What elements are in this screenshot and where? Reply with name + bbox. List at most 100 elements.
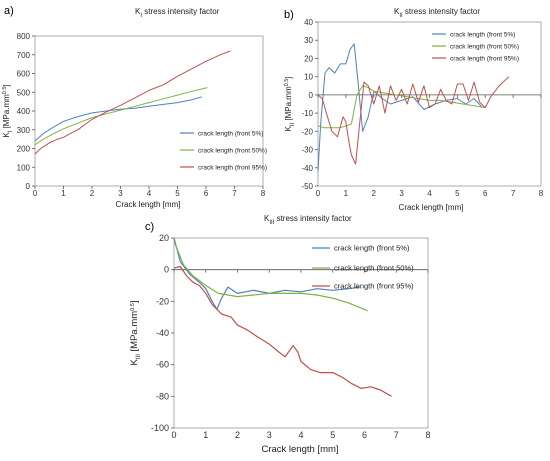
y-label-superscript: 0.5 xyxy=(2,87,8,95)
x-tick-label: 8 xyxy=(539,189,544,198)
title-rest: stress intensity factor xyxy=(274,214,352,223)
chart-title: KII stress intensity factor xyxy=(394,7,480,19)
x-tick-label: 2 xyxy=(372,189,377,198)
legend-entry: crack length (front 95%) xyxy=(334,282,414,291)
y-tick-label: 40 xyxy=(304,18,313,27)
plot-border xyxy=(317,21,542,187)
x-tick-label: 6 xyxy=(204,189,209,198)
x-tick-label: 8 xyxy=(425,430,430,440)
legend-entry: crack length (front 5%) xyxy=(198,131,263,138)
title-subscript: II xyxy=(399,13,403,19)
y-label-subscript: I xyxy=(8,130,14,132)
y-tick-label: -10 xyxy=(301,109,313,118)
x-tick-label: 7 xyxy=(394,430,399,440)
legend: crack length (front 5%) crack length (fro… xyxy=(312,244,414,291)
series-line-3 xyxy=(317,76,510,165)
x-tick-label: 3 xyxy=(399,189,404,198)
title-main: K xyxy=(135,7,141,16)
y-tick-label: 400 xyxy=(17,107,31,116)
legend-entry: crack length (front 50%) xyxy=(334,264,414,273)
legend-entry: crack length (front 95%) xyxy=(450,56,519,63)
series-line-2 xyxy=(317,85,486,129)
x-tick-label: 6 xyxy=(362,430,367,440)
title-subscript: III xyxy=(269,220,274,226)
y-label-subscript: III xyxy=(136,354,142,359)
x-axis-label: Crack length [mm] xyxy=(399,203,464,212)
x-tick-label: 2 xyxy=(90,189,95,198)
y-label-main: K xyxy=(129,358,140,365)
x-tick-label: 4 xyxy=(147,189,152,198)
legend: crack length (front 5%) crack length (fro… xyxy=(180,131,267,172)
x-tick-label: 7 xyxy=(511,189,516,198)
series-line-1 xyxy=(34,96,202,142)
legend-entry: crack length (front 95%) xyxy=(198,165,267,172)
y-tick-label: 300 xyxy=(17,126,31,135)
legend-entry: crack length (front 5%) xyxy=(450,32,515,39)
series-line-1 xyxy=(173,237,360,310)
title-rest: stress intensity factor xyxy=(403,7,481,16)
y-label-main: K xyxy=(2,132,11,138)
y-tick-label: 700 xyxy=(17,51,31,60)
y-label-superscript: 0.5 xyxy=(284,79,290,87)
x-tick-label: 4 xyxy=(298,430,303,440)
y-tick-label: -50 xyxy=(301,182,313,191)
x-tick-label: 2 xyxy=(235,430,240,440)
title-main: K xyxy=(394,7,400,16)
y-label-rest: [MPa.mm xyxy=(129,311,140,354)
y-label-main: K xyxy=(284,126,293,132)
x-tick-label: 1 xyxy=(344,189,349,198)
y-axis-label: KII [MPa.mm0.5] xyxy=(284,76,296,131)
series-line-3 xyxy=(34,50,231,155)
x-tick-label: 4 xyxy=(427,189,432,198)
y-tick-label: 0 xyxy=(309,91,314,100)
x-tick-label: 5 xyxy=(455,189,460,198)
y-label-end: ] xyxy=(284,76,293,78)
legend-entry: crack length (front 50%) xyxy=(450,44,519,51)
y-axis-label: KI [MPa.mm0.5] xyxy=(2,84,14,137)
series-line-2 xyxy=(34,87,208,146)
chart-title: KIII stress intensity factor xyxy=(264,214,352,226)
title-rest: stress intensity factor xyxy=(142,7,220,16)
plot-border xyxy=(34,35,264,187)
title-subscript: I xyxy=(140,13,142,19)
y-label-rest: [MPa.mm xyxy=(2,94,11,131)
y-tick-label: -80 xyxy=(156,391,169,401)
y-tick-label: 100 xyxy=(17,163,31,172)
panel-label: c) xyxy=(145,221,154,233)
y-tick-label: -40 xyxy=(301,164,313,173)
x-tick-label: 3 xyxy=(118,189,123,198)
x-tick-label: 0 xyxy=(171,430,176,440)
x-tick-label: 0 xyxy=(316,189,321,198)
y-tick-label: 20 xyxy=(159,233,169,243)
x-axis-label: Crack length [mm] xyxy=(261,444,338,455)
y-tick-label: -100 xyxy=(151,423,169,433)
panel-label: a) xyxy=(4,5,14,17)
y-tick-label: 800 xyxy=(17,32,31,41)
x-axis-label: Crack length [mm] xyxy=(116,200,181,209)
x-tick-label: 6 xyxy=(483,189,488,198)
y-tick-label: -40 xyxy=(156,328,169,338)
y-tick-label: 20 xyxy=(304,54,313,63)
y-tick-label: 200 xyxy=(17,145,31,154)
y-tick-label: -60 xyxy=(156,360,169,370)
x-tick-label: 3 xyxy=(267,430,272,440)
y-tick-label: 500 xyxy=(17,88,31,97)
x-tick-label: 8 xyxy=(261,189,266,198)
x-tick-label: 5 xyxy=(175,189,180,198)
y-tick-label: 10 xyxy=(304,73,313,82)
y-label-superscript: 0.5 xyxy=(130,303,136,311)
title-main: K xyxy=(264,214,270,223)
y-label-subscript: II xyxy=(290,123,296,127)
y-tick-label: 600 xyxy=(17,70,31,79)
y-tick-label: -20 xyxy=(301,127,313,136)
series-line-2 xyxy=(173,240,368,312)
y-tick-label: 0 xyxy=(164,265,169,275)
x-tick-label: 1 xyxy=(61,189,66,198)
y-label-end: ] xyxy=(2,84,11,86)
legend-entry: crack length (front 5%) xyxy=(334,244,410,253)
y-tick-label: -30 xyxy=(301,146,313,155)
